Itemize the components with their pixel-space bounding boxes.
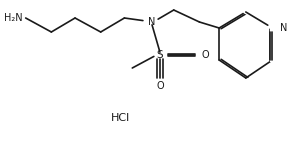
- Text: S: S: [156, 50, 163, 60]
- Text: N: N: [280, 23, 287, 33]
- Text: HCl: HCl: [111, 113, 130, 123]
- Text: N: N: [148, 17, 156, 27]
- Text: H₂N: H₂N: [4, 13, 23, 23]
- Text: O: O: [202, 50, 209, 60]
- Text: O: O: [156, 81, 164, 91]
